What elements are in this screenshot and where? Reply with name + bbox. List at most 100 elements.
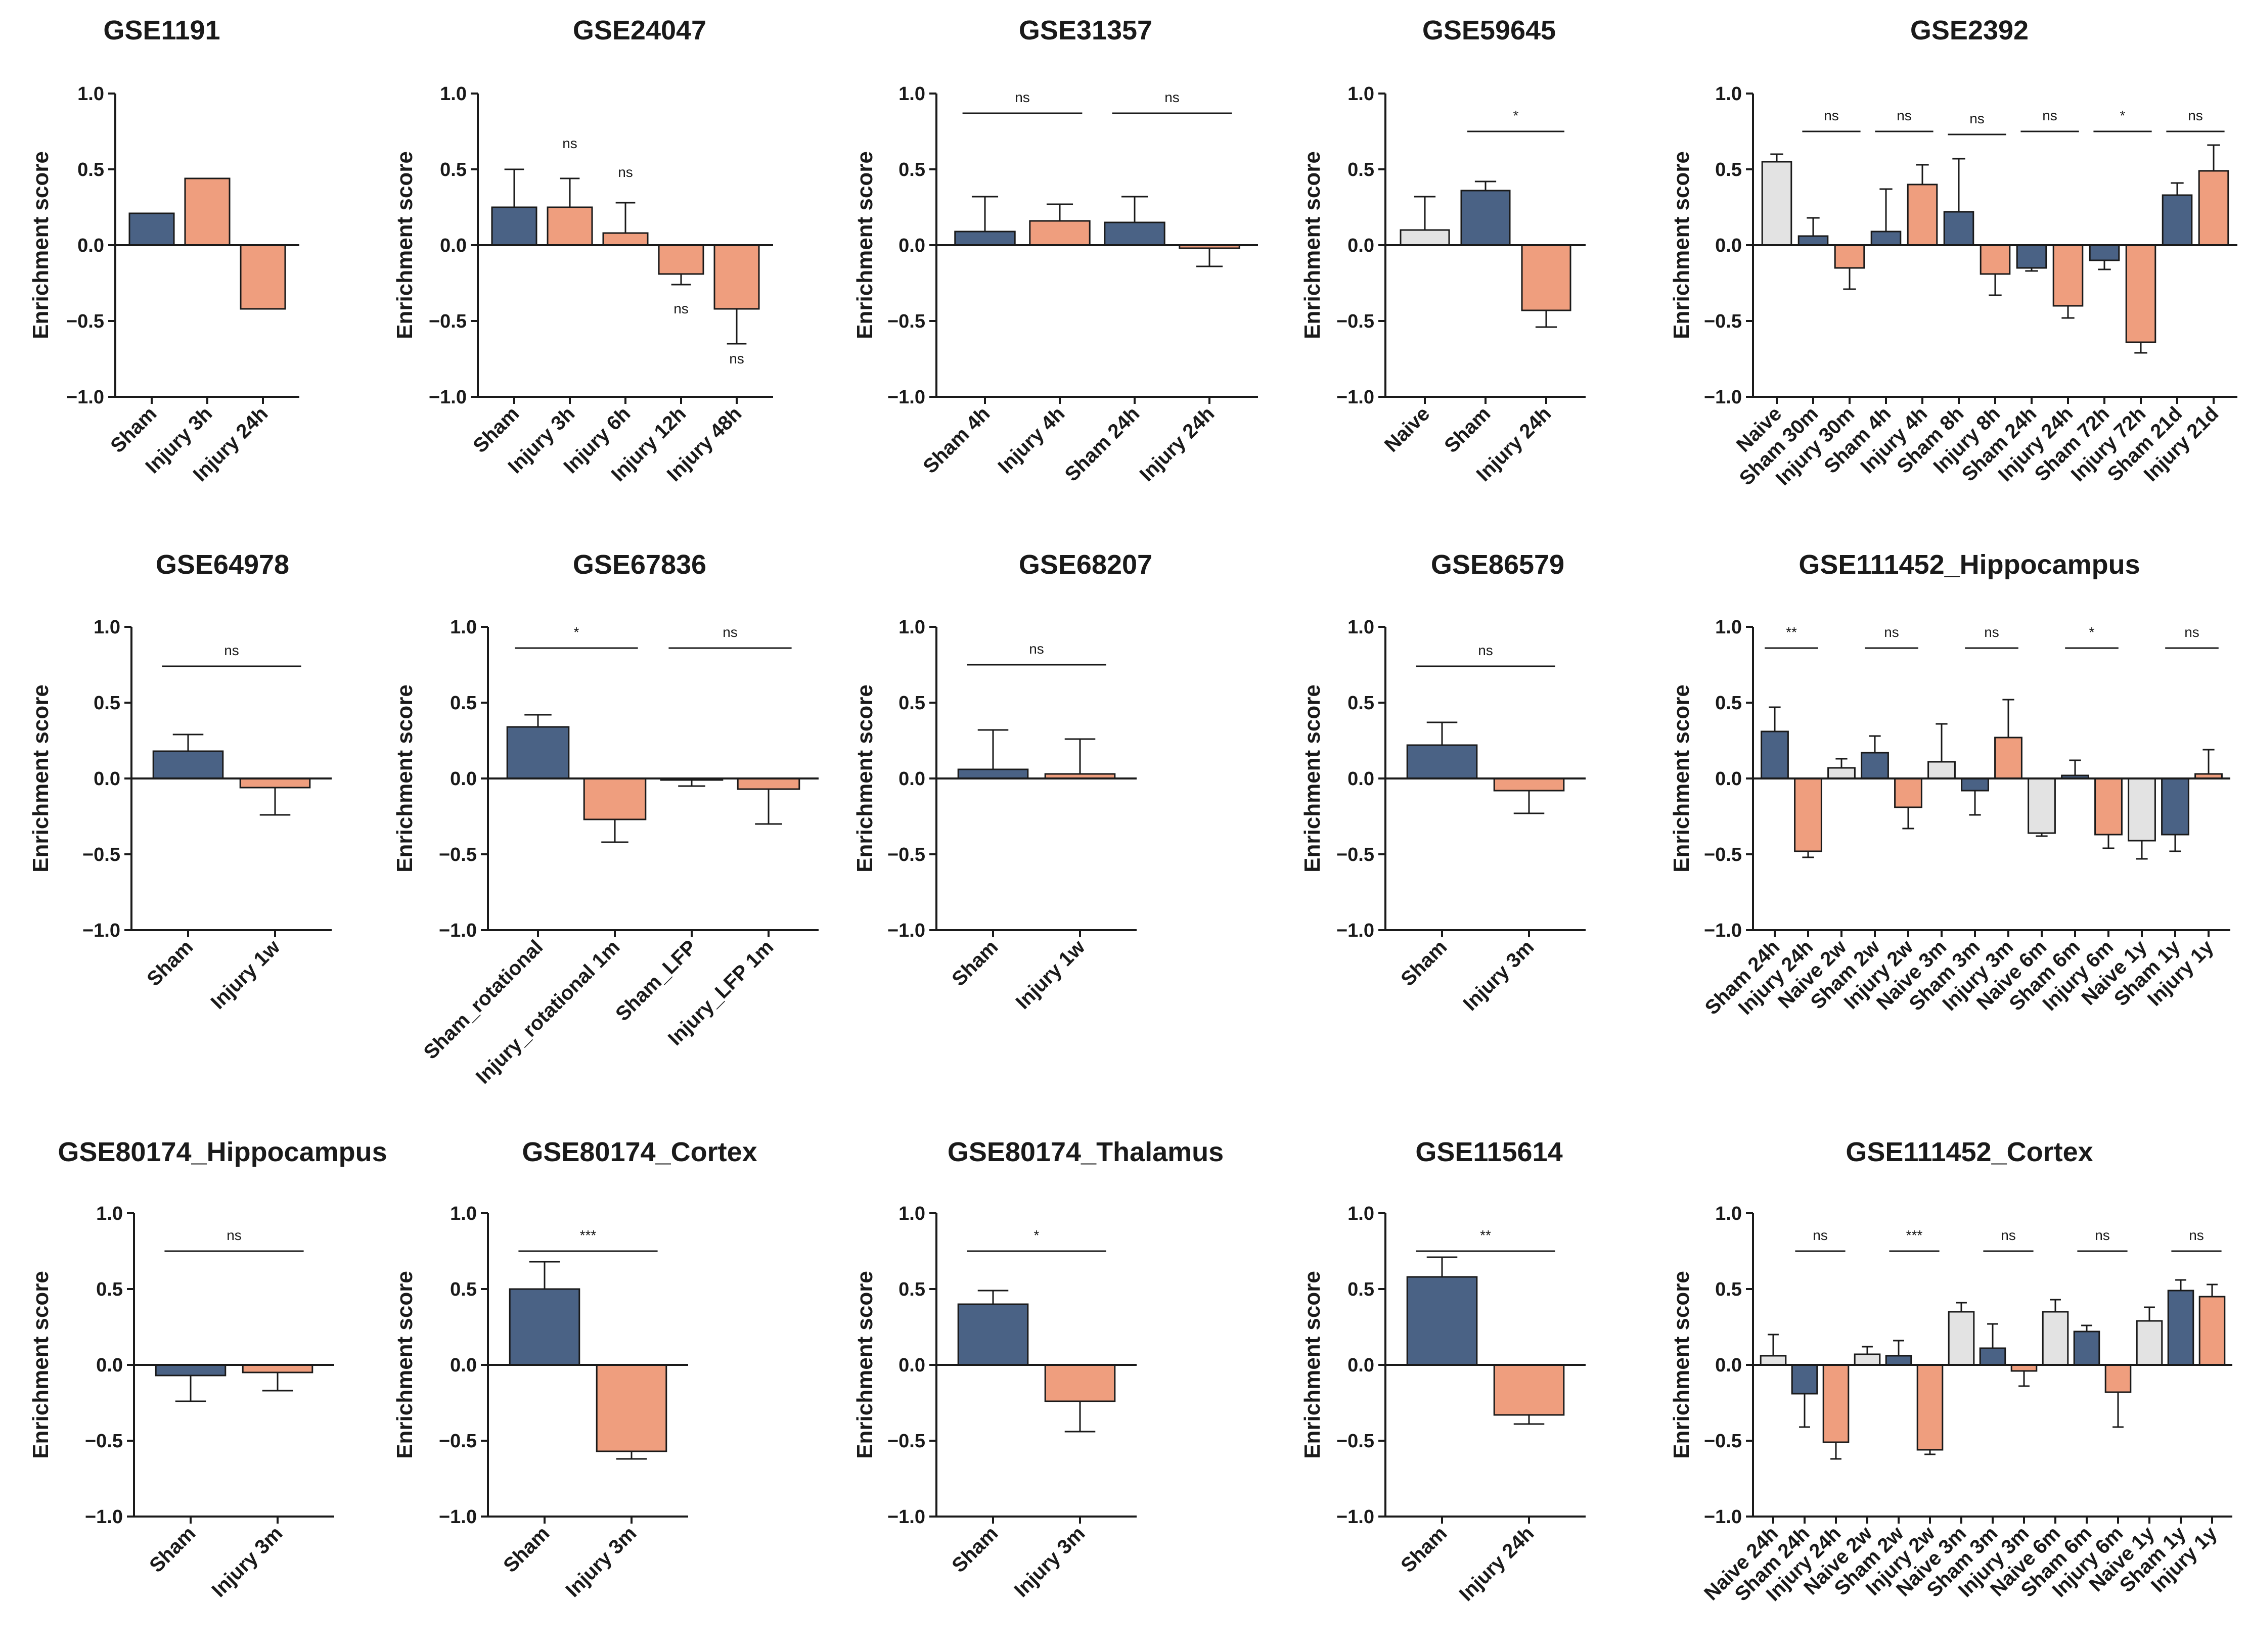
y-tick-label: 1.0 <box>450 1203 477 1224</box>
y-tick-label: −0.5 <box>887 1431 925 1452</box>
y-axis-label: Enrichment score <box>1669 1271 1694 1459</box>
x-tick-label: Injury 1w <box>1012 936 1090 1014</box>
bar <box>584 778 646 819</box>
x-tick-label: Injury 3m <box>1010 1522 1089 1601</box>
y-tick-label: −0.5 <box>1336 844 1374 865</box>
y-tick-label: 1.0 <box>1715 1203 1742 1224</box>
significance-label: ns <box>2188 108 2203 123</box>
bar <box>955 232 1015 245</box>
bar <box>2090 245 2119 260</box>
significance-label: ** <box>1480 1227 1491 1243</box>
chart-panel-3: GSE31357 Enrichment score 1.0 0.5 0.0 −0.5 −1.… <box>852 15 1258 486</box>
y-tick-label: −0.5 <box>439 1431 477 1452</box>
bar <box>1962 778 1989 791</box>
bar <box>1045 1365 1115 1401</box>
y-tick-label: −1.0 <box>439 920 477 941</box>
significance-label: ** <box>1786 624 1797 640</box>
y-tick-label: −0.5 <box>1336 311 1374 332</box>
y-axis-label: Enrichment score <box>852 151 877 339</box>
bar <box>1828 768 1855 778</box>
y-tick-label: 0.5 <box>440 159 467 180</box>
bar <box>2029 778 2055 833</box>
y-tick-label: −0.5 <box>439 844 477 865</box>
y-tick-label: −1.0 <box>1336 387 1374 408</box>
bar <box>1799 236 1828 245</box>
chart-title: GSE1191 <box>103 15 220 45</box>
y-axis-label: Enrichment score <box>28 684 53 873</box>
significance-label: ns <box>2184 624 2199 640</box>
significance-label: ns <box>1015 89 1030 105</box>
bar <box>2137 1321 2162 1365</box>
y-tick-label: 0.0 <box>77 235 104 256</box>
bar <box>1407 745 1477 778</box>
significance-label: ns <box>1813 1227 1828 1243</box>
y-tick-label: 0.5 <box>1347 693 1374 714</box>
y-axis-label: Enrichment score <box>852 1271 877 1459</box>
bar <box>156 1365 226 1375</box>
y-tick-label: −1.0 <box>1704 1506 1742 1528</box>
y-tick-label: −1.0 <box>1704 387 1742 408</box>
chart-panel-13: GSE80174_Thalamus Enrichment score 1.0 0.5 0… <box>852 1137 1224 1601</box>
y-tick-label: 1.0 <box>1347 83 1374 105</box>
y-tick-label: 1.0 <box>77 83 104 105</box>
chart-title: GSE2392 <box>1910 15 2029 45</box>
bar <box>1928 762 1955 778</box>
bar <box>2095 778 2122 835</box>
bar <box>1908 185 1937 245</box>
y-tick-label: 0.0 <box>1347 235 1374 256</box>
y-tick-label: −1.0 <box>1336 920 1374 941</box>
y-tick-label: 0.5 <box>77 159 104 180</box>
y-tick-label: 0.0 <box>1715 1355 1742 1376</box>
bar <box>1795 778 1822 851</box>
y-axis-label: Enrichment score <box>1669 684 1694 873</box>
significance-label: * <box>1513 108 1519 123</box>
x-tick-label: Sham <box>106 402 161 457</box>
bar <box>1895 778 1922 807</box>
y-tick-label: −1.0 <box>439 1506 477 1528</box>
x-tick-label: Injury 3m <box>561 1522 641 1601</box>
y-axis-label: Enrichment score <box>852 684 877 873</box>
significance-label: ns <box>1164 89 1180 105</box>
bar <box>2168 1291 2193 1365</box>
bar <box>492 207 536 245</box>
x-tick-label: Injury_rotational 1m <box>472 936 624 1088</box>
significance-label: ns <box>723 624 738 640</box>
significance-label: *** <box>580 1227 597 1243</box>
x-tick-label: Injury 3m <box>1459 936 1538 1015</box>
y-tick-label: 1.0 <box>898 83 925 105</box>
y-tick-label: −1.0 <box>66 387 104 408</box>
y-tick-label: −0.5 <box>1704 311 1742 332</box>
bar <box>1761 1356 1786 1365</box>
x-tick-label: Sham 24h <box>1061 402 1144 486</box>
y-tick-label: 0.0 <box>450 1355 477 1376</box>
chart-title: GSE111452_Hippocampus <box>1799 549 2140 580</box>
chart-title: GSE86579 <box>1431 549 1564 580</box>
significance-label: ns <box>227 1227 242 1243</box>
significance-label: ns <box>1478 643 1493 658</box>
bar <box>507 727 569 778</box>
chart-title: GSE59645 <box>1422 15 1556 45</box>
chart-panel-10: GSE111452_Hippocampus Enrichment score 1.0… <box>1669 549 2230 1019</box>
bar <box>243 1365 312 1372</box>
bar <box>659 245 703 274</box>
y-tick-label: 1.0 <box>1347 1203 1374 1224</box>
x-tick-label: Sham 4h <box>919 402 994 478</box>
chart-panel-11: GSE80174_Hippocampus Enrichment score 1.0 0… <box>28 1137 387 1601</box>
significance-label: ns <box>1884 624 1899 640</box>
chart-panel-1: GSE1191 Enrichment score 1.0 0.5 0.0 −0.5 −1.0… <box>28 15 299 486</box>
chart-title: GSE67836 <box>573 549 706 580</box>
chart-panel-14: GSE115614 Enrichment score 1.0 0.5 0.0 −0.5 −1… <box>1300 1137 1586 1605</box>
x-tick-label: Sham <box>1397 936 1451 990</box>
bar <box>2017 245 2046 268</box>
bar <box>603 233 648 245</box>
bar <box>1871 232 1901 245</box>
figure: GSE1191 Enrichment score 1.0 0.5 0.0 −0.5 −1.0… <box>0 0 2248 1652</box>
y-tick-label: −0.5 <box>82 844 120 865</box>
x-tick-label: Sham <box>143 936 197 990</box>
bar <box>1835 245 1864 268</box>
y-tick-label: −1.0 <box>887 387 925 408</box>
bar <box>1401 230 1449 245</box>
bar <box>1886 1356 1911 1365</box>
x-tick-label: Sham <box>948 936 1002 990</box>
y-tick-label: 0.0 <box>1347 1355 1374 1376</box>
